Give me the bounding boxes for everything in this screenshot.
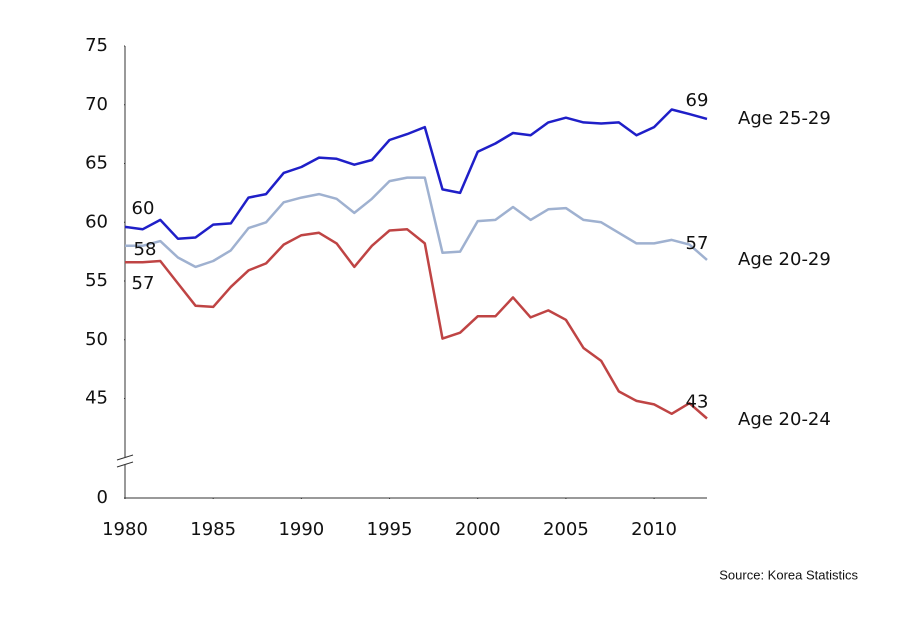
series-line (124, 108, 708, 240)
x-tick-label: 1980 (102, 519, 148, 540)
y-tick-label: 50 (85, 329, 108, 350)
value-label: 57 (686, 233, 709, 254)
x-tick-label: 2005 (543, 519, 589, 540)
x-tick-label: 1985 (190, 519, 236, 540)
axis-break-gap (117, 457, 133, 465)
series-label: Age 20-24 (738, 409, 831, 430)
axis-break-mark (116, 454, 134, 461)
axis-break-mark (116, 461, 134, 468)
y-tick-label: 65 (85, 153, 108, 174)
value-label: 69 (686, 90, 709, 111)
x-tick-label: 1995 (367, 519, 413, 540)
series-line (125, 176, 708, 269)
series-line (125, 228, 708, 420)
value-label: 60 (132, 198, 155, 219)
value-label: 57 (132, 273, 155, 294)
y-tick-label: 45 (85, 388, 108, 409)
series-label: Age 25-29 (738, 108, 831, 129)
y-tick-label: 0 (97, 487, 108, 508)
x-tick-label: 2000 (455, 519, 501, 540)
y-tick-label: 75 (85, 35, 108, 56)
y-tick-label: 70 (85, 94, 108, 115)
value-label: 58 (134, 239, 157, 260)
value-label: 43 (686, 391, 709, 412)
x-tick-label: 2010 (631, 519, 677, 540)
series-label: Age 20-29 (738, 249, 831, 270)
source-note: Source: Korea Statistics (719, 567, 858, 582)
y-tick-label: 55 (85, 270, 108, 291)
x-tick-label: 1990 (278, 519, 324, 540)
y-tick-label: 60 (85, 211, 108, 232)
